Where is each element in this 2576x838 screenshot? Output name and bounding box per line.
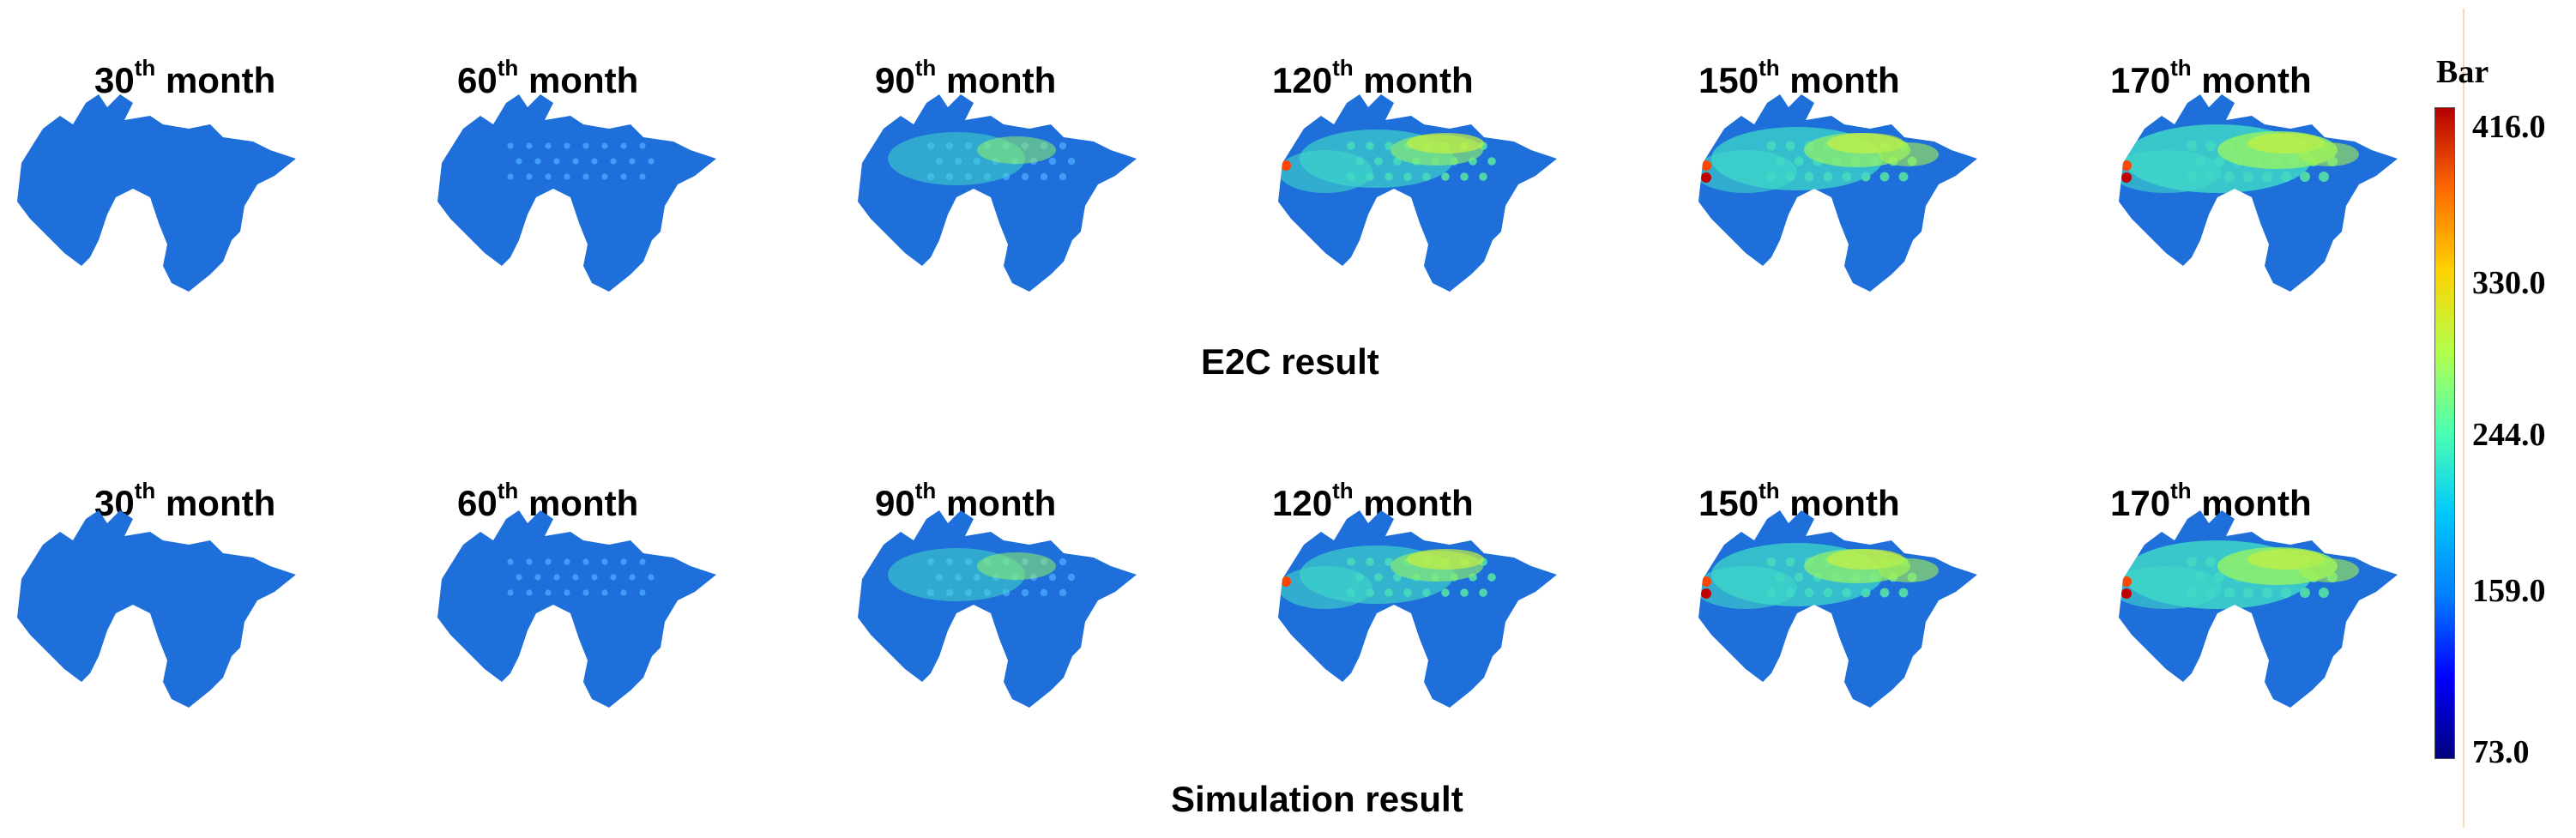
pressure-plume (507, 558, 655, 596)
caption-e2c: E2C result (1201, 341, 1379, 382)
reservoir-shape (437, 510, 716, 708)
map-r1-c4 (1698, 510, 1977, 708)
pressure-plume (2119, 540, 2359, 609)
map-r1-c1 (437, 510, 716, 708)
reservoir-shape (1698, 510, 1977, 708)
reservoir-shape (17, 510, 296, 708)
title-r0-c2: 90th month (875, 55, 1057, 100)
title-r1-c2: 90th month (875, 478, 1057, 523)
map-r0-c4 (1698, 94, 1977, 292)
reservoir-shape (858, 94, 1137, 292)
map-r1-c5 (2119, 510, 2398, 708)
title-r1-c5: 170th month (2110, 478, 2312, 523)
map-r1-c0 (17, 510, 296, 708)
map-r0-c0 (17, 94, 296, 292)
map-r0-c2 (858, 94, 1137, 292)
reservoir-shape (1278, 94, 1557, 292)
pressure-plume (507, 142, 655, 180)
title-r0-c1: 60th month (457, 55, 639, 100)
map-r0-c5 (2119, 94, 2398, 292)
reservoir-shape (1278, 510, 1557, 708)
title-r0-c0: 30th month (94, 55, 276, 100)
reservoir-shape (2119, 510, 2398, 708)
pressure-plume (2119, 124, 2359, 193)
colorbar-unit: Bar (2436, 54, 2489, 90)
colorbar-tick-3: 159.0 (2472, 573, 2546, 609)
reservoir-shape (437, 94, 716, 292)
pressure-plume (888, 132, 1076, 185)
pressure-plume (1278, 546, 1496, 609)
colorbar-tick-4: 73.0 (2472, 734, 2530, 770)
reservoir-shape (858, 510, 1137, 708)
caption-simulation: Simulation result (1171, 779, 1463, 819)
colorbar-tick-2: 244.0 (2472, 417, 2546, 453)
map-r0-c3 (1278, 94, 1557, 292)
map-r1-c3 (1278, 510, 1557, 708)
colorbar (2434, 107, 2455, 759)
reservoir-shape (2119, 94, 2398, 292)
map-r0-c1 (437, 94, 716, 292)
title-r0-c3: 120th month (1272, 55, 1474, 100)
edge-line (2463, 9, 2464, 828)
pressure-plume (1698, 543, 1939, 609)
map-r1-c2 (858, 510, 1137, 708)
colorbar-tick-0: 416.0 (2472, 109, 2546, 145)
pressure-plume (888, 548, 1076, 601)
pressure-plume (1278, 130, 1496, 193)
reservoir-shape (1698, 94, 1977, 292)
pressure-plume (1698, 127, 1939, 193)
reservoir-shape (17, 94, 296, 292)
title-r0-c4: 150th month (1698, 55, 1900, 100)
title-r0-c5: 170th month (2110, 55, 2312, 100)
colorbar-tick-1: 330.0 (2472, 265, 2546, 301)
